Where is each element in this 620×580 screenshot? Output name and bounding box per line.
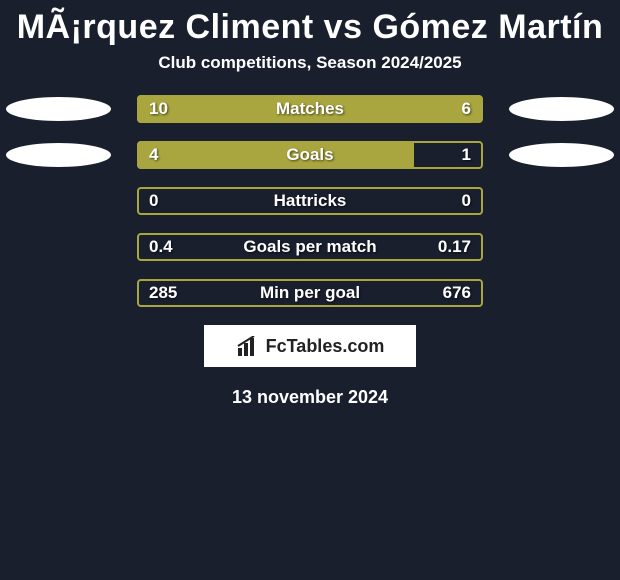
stat-bar: 4 Goals 1 bbox=[137, 141, 483, 169]
stat-label: Hattricks bbox=[274, 191, 347, 211]
bar-fill-left bbox=[137, 141, 414, 169]
stat-bar: 10 Matches 6 bbox=[137, 95, 483, 123]
stat-row: 4 Goals 1 bbox=[0, 141, 620, 169]
stat-bar: 285 Min per goal 676 bbox=[137, 279, 483, 307]
player-oval-left bbox=[6, 97, 111, 121]
stat-row: 0 Hattricks 0 bbox=[0, 187, 620, 215]
stat-label: Min per goal bbox=[260, 283, 360, 303]
stat-label: Goals bbox=[286, 145, 333, 165]
stat-value-right: 0 bbox=[462, 191, 471, 211]
brand-logo: FcTables.com bbox=[204, 325, 416, 367]
player-oval-left bbox=[6, 143, 111, 167]
stat-value-right: 0.17 bbox=[438, 237, 471, 257]
stat-value-right: 6 bbox=[462, 99, 471, 119]
player-oval-right bbox=[509, 143, 614, 167]
stat-label: Matches bbox=[276, 99, 344, 119]
subtitle: Club competitions, Season 2024/2025 bbox=[0, 53, 620, 95]
stat-value-left: 4 bbox=[149, 145, 158, 165]
stat-row: 285 Min per goal 676 bbox=[0, 279, 620, 307]
stat-bar: 0 Hattricks 0 bbox=[137, 187, 483, 215]
date-label: 13 november 2024 bbox=[0, 387, 620, 408]
stat-value-left: 0.4 bbox=[149, 237, 173, 257]
stat-label: Goals per match bbox=[243, 237, 376, 257]
stat-value-left: 10 bbox=[149, 99, 168, 119]
player-oval-right bbox=[509, 97, 614, 121]
chart-icon bbox=[236, 336, 260, 356]
stat-row: 0.4 Goals per match 0.17 bbox=[0, 233, 620, 261]
stat-value-right: 676 bbox=[443, 283, 471, 303]
page-title: MÃ¡rquez Climent vs Gómez Martín bbox=[0, 0, 620, 53]
brand-text: FcTables.com bbox=[266, 336, 385, 357]
stat-value-left: 285 bbox=[149, 283, 177, 303]
stat-value-right: 1 bbox=[462, 145, 471, 165]
stat-value-left: 0 bbox=[149, 191, 158, 211]
stats-container: 10Matches64Goals10Hattricks00.4Goals per… bbox=[0, 95, 620, 307]
stat-bar: 0.4 Goals per match 0.17 bbox=[137, 233, 483, 261]
stat-row: 10 Matches 6 bbox=[0, 95, 620, 123]
